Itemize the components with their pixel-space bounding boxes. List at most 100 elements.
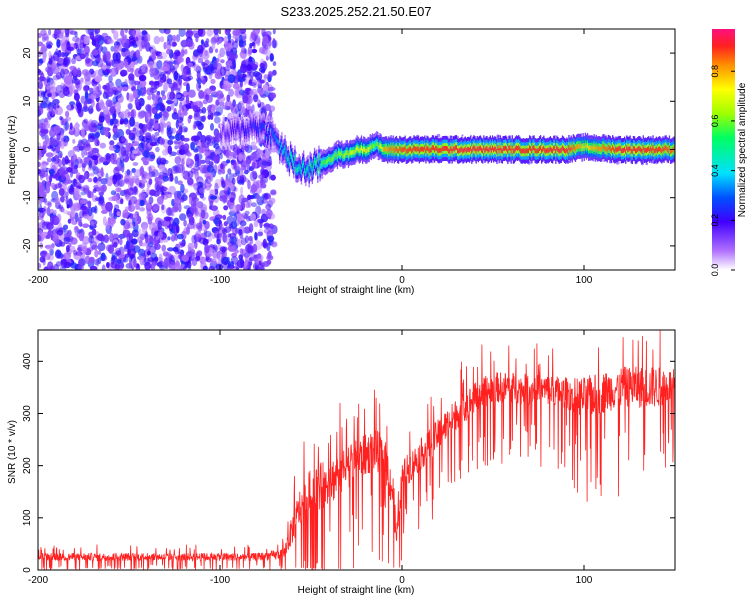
noise-blob <box>267 86 276 92</box>
noise-blob <box>251 162 256 169</box>
noise-blob <box>252 243 257 253</box>
noise-blob <box>46 100 51 109</box>
noise-blob <box>257 231 264 237</box>
ridge-cell <box>299 166 301 172</box>
noise-blob <box>232 99 236 108</box>
noise-blob <box>244 169 249 175</box>
noise-blob <box>113 110 117 119</box>
ridge-cell <box>384 146 387 152</box>
noise-blob <box>237 179 245 185</box>
noise-blob <box>132 149 139 154</box>
ridge-cell <box>225 134 227 140</box>
noise-blob <box>39 256 46 263</box>
noise-blob <box>75 193 82 200</box>
ridge-cell <box>601 146 603 152</box>
noise-blob <box>268 223 274 229</box>
y-tick-label: 20 <box>22 47 33 59</box>
noise-blob <box>166 105 172 112</box>
noise-blob <box>169 229 176 235</box>
noise-blob <box>196 109 204 114</box>
noise-blob <box>262 238 267 249</box>
noise-blob <box>76 67 82 78</box>
y-tick-label: 10 <box>22 95 33 107</box>
ridge-cell <box>650 146 652 152</box>
noise-blob <box>226 256 230 262</box>
ridge-cell <box>655 146 657 152</box>
noise-blob <box>196 70 201 80</box>
noise-blob <box>46 180 51 189</box>
noise-blob <box>260 101 265 110</box>
noise-blob <box>100 252 106 261</box>
ridge-cell <box>422 146 424 152</box>
ridge-cell <box>380 144 382 150</box>
ridge-cell <box>581 146 583 152</box>
noise-blob <box>38 106 44 116</box>
noise-blob <box>66 204 70 209</box>
noise-blob <box>128 129 137 137</box>
ridge-cell <box>370 145 372 151</box>
y-tick-label: -20 <box>22 238 33 253</box>
noise-blob <box>177 109 182 118</box>
ridge-cell <box>505 145 507 151</box>
noise-blob <box>248 90 254 95</box>
ridge-cell <box>532 145 534 151</box>
ridge-cell <box>405 148 407 154</box>
ridge-cell <box>323 159 325 165</box>
noise-blob <box>219 66 227 77</box>
ridge-cell <box>365 148 367 154</box>
ridge-cell <box>500 148 502 153</box>
noise-blob <box>91 91 100 99</box>
noise-blob <box>161 244 166 252</box>
noise-blob <box>110 154 114 164</box>
ridge-cell <box>561 145 564 151</box>
noise-blob <box>124 29 129 34</box>
noise-blob <box>113 241 118 248</box>
ridge-cell <box>247 125 249 131</box>
ridge-cell <box>586 143 589 148</box>
noise-blob <box>231 252 238 258</box>
noise-blob <box>132 162 139 166</box>
noise-blob <box>219 223 224 231</box>
noise-blob <box>232 34 240 40</box>
ridge-cell <box>475 148 477 154</box>
noise-blob <box>138 78 147 88</box>
noise-blob <box>230 266 238 270</box>
ridge-cell <box>376 141 378 146</box>
ridge-cell <box>512 148 514 154</box>
ridge-cell <box>289 151 292 157</box>
ridge-cell <box>644 147 647 153</box>
ridge-cell <box>359 147 362 153</box>
noise-blob <box>38 212 43 219</box>
noise-blob <box>176 87 181 95</box>
noise-blob <box>240 63 247 74</box>
noise-blob <box>181 69 187 79</box>
noise-blob <box>158 122 164 133</box>
ridge-cell <box>571 147 573 153</box>
ridge-cell <box>321 161 323 167</box>
ridge-cell <box>325 159 328 165</box>
noise-blob <box>171 211 175 217</box>
ridge-cell <box>483 145 485 151</box>
noise-blob <box>158 29 167 34</box>
noise-blob <box>72 146 80 152</box>
y-tick-label: 0 <box>22 146 33 152</box>
noise-blob <box>166 48 172 55</box>
noise-blob <box>145 112 152 121</box>
ridge-cell <box>354 149 356 155</box>
noise-blob <box>271 39 278 49</box>
noise-blob <box>83 213 90 219</box>
ridge-cell <box>579 144 581 149</box>
noise-blob <box>44 138 52 147</box>
noise-blob <box>160 124 164 135</box>
noise-blob <box>194 173 200 178</box>
noise-blob <box>175 224 180 234</box>
noise-blob <box>222 261 230 270</box>
ridge-cell <box>612 145 614 151</box>
ridge-cell <box>647 147 649 152</box>
noise-blob <box>217 53 222 59</box>
noise-blob <box>247 46 253 55</box>
noise-blob <box>49 248 54 256</box>
ridge-cell <box>396 148 399 153</box>
noise-blob <box>215 99 220 106</box>
noise-blob <box>174 233 178 241</box>
